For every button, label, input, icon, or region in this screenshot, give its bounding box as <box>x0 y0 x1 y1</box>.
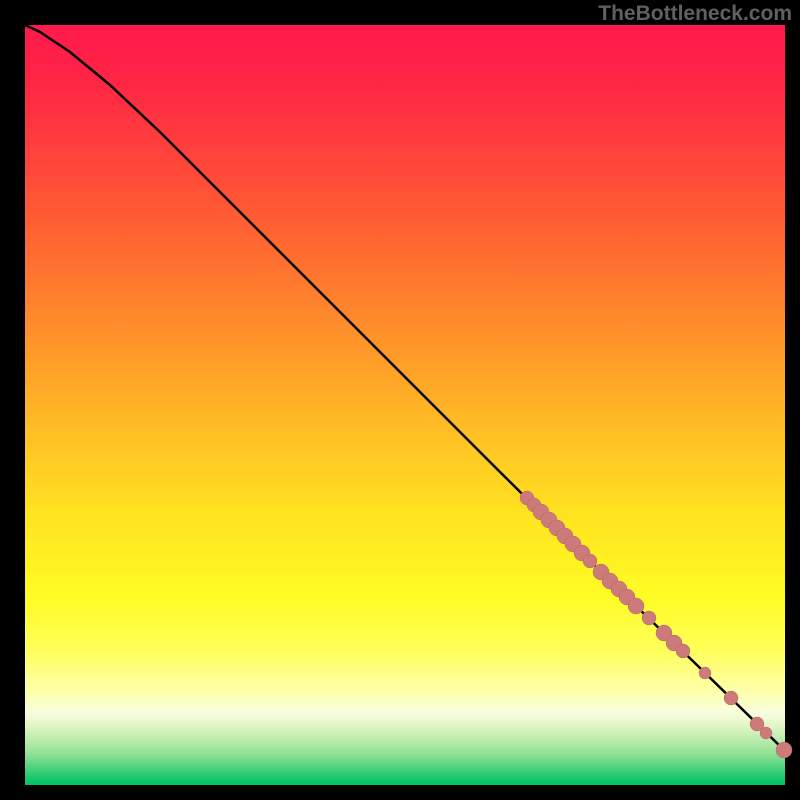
data-marker <box>583 554 597 568</box>
data-marker <box>628 598 644 614</box>
data-marker <box>642 611 656 625</box>
data-marker <box>699 667 711 679</box>
data-marker <box>676 644 690 658</box>
data-marker <box>724 691 738 705</box>
bottleneck-chart <box>0 0 800 800</box>
data-marker <box>776 742 792 758</box>
plot-background <box>25 25 785 785</box>
watermark-text: TheBottleneck.com <box>598 2 792 26</box>
data-marker <box>760 727 772 739</box>
